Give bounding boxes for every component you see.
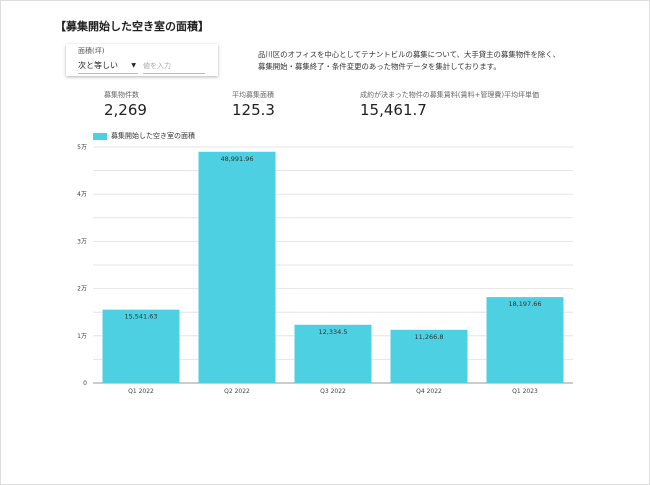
y-tick-label: 3万 <box>77 238 87 245</box>
page-title: 【募集開始した空き室の面積】 <box>55 20 209 33</box>
data-label: 18,197.66 <box>508 300 541 308</box>
bar <box>390 329 468 383</box>
kpi-listing-count: 募集物件数 2,269 <box>104 90 147 119</box>
bar <box>294 324 372 383</box>
filter-label: 面積(坪) <box>78 47 105 55</box>
kpi-label: 成約が決まった物件の募集賃料(賃料+管理費)平均坪単価 <box>360 91 540 99</box>
y-tick-label: 5万 <box>77 144 87 151</box>
y-tick-label: 0 <box>83 380 87 387</box>
filter-operator-dropdown[interactable]: 次と等しい ▼ <box>78 59 138 74</box>
description-line: 募集開始・募集終了・条件変更のあった物件データを集計しております。 <box>258 62 501 71</box>
kpi-value: 2,269 <box>104 101 147 119</box>
area-filter: 面積(坪) 次と等しい ▼ 値を入力 <box>66 44 218 76</box>
y-tick-label: 4万 <box>77 191 87 198</box>
legend-swatch <box>93 132 107 140</box>
x-tick-label: Q1 2022 <box>128 388 154 395</box>
dropdown-arrow-icon: ▼ <box>131 62 136 69</box>
bar <box>486 297 564 383</box>
description-line: 品川区のオフィスを中心としてテナントビルの募集について、大手貸主の募集物件を除く… <box>258 50 561 59</box>
y-tick-label: 1万 <box>77 333 87 340</box>
chart-legend: 募集開始した空き室の面積 <box>93 131 195 141</box>
operator-value: 次と等しい <box>78 61 118 70</box>
kpi-label: 募集物件数 <box>104 91 139 99</box>
x-tick-label: Q1 2023 <box>512 388 538 395</box>
bar <box>198 151 276 383</box>
data-label: 11,266.8 <box>415 333 444 341</box>
bar <box>102 309 180 383</box>
description: 品川区のオフィスを中心としてテナントビルの募集について、大手貸主の募集物件を除く… <box>258 49 588 73</box>
kpi-value: 15,461.7 <box>360 101 427 119</box>
x-tick-label: Q4 2022 <box>416 388 442 395</box>
kpi-label: 平均募集面積 <box>232 91 274 99</box>
kpi-average-area: 平均募集面積 125.3 <box>232 90 275 119</box>
filter-value-input[interactable]: 値を入力 <box>143 59 205 74</box>
x-tick-label: Q2 2022 <box>224 388 250 395</box>
data-label: 12,334.5 <box>319 328 348 336</box>
x-tick-label: Q3 2022 <box>320 388 346 395</box>
kpi-average-rent: 成約が決まった物件の募集賃料(賃料+管理費)平均坪単価 15,461.7 <box>360 90 539 119</box>
kpi-value: 125.3 <box>232 101 275 119</box>
y-tick-label: 2万 <box>77 286 87 293</box>
legend-label: 募集開始した空き室の面積 <box>111 132 195 140</box>
data-label: 15,541.63 <box>124 313 157 321</box>
data-label: 48,991.96 <box>220 155 253 163</box>
